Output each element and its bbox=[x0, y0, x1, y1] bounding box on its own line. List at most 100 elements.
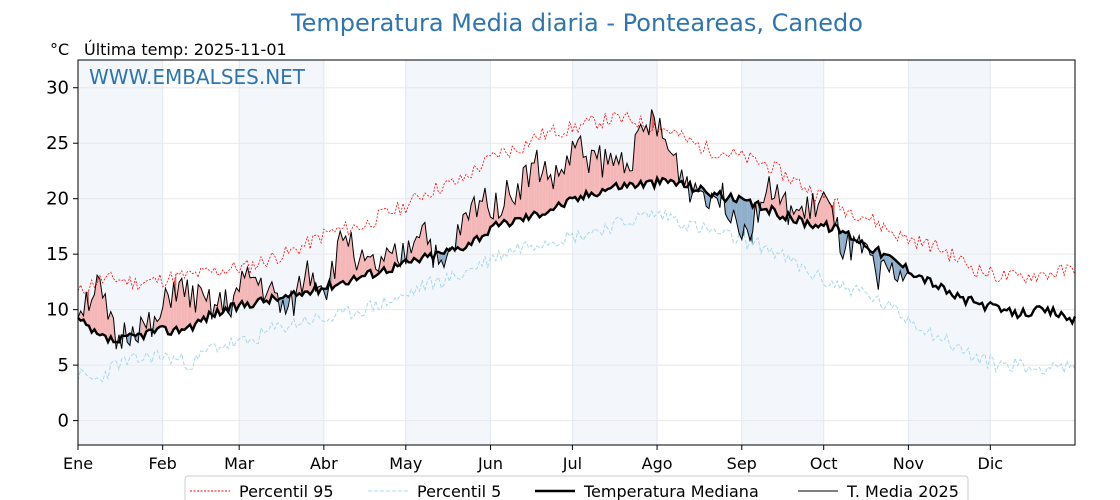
y-tick-label-5: 5 bbox=[58, 355, 69, 376]
last-temp-label: Última temp: 2025-11-01 bbox=[84, 40, 287, 59]
fill-above-median bbox=[203, 295, 207, 322]
legend: Percentil 95 Percentil 5 Temperatura Media… bbox=[184, 475, 969, 500]
fill-above-median bbox=[105, 293, 109, 342]
fill-above-median bbox=[457, 224, 461, 250]
fill-above-median bbox=[610, 152, 614, 189]
fill-below-median bbox=[285, 295, 289, 314]
fill-above-median bbox=[670, 152, 674, 182]
fill-above-median bbox=[654, 117, 658, 188]
plot-area: 0 5 10 15 20 25 30 Ene Feb Mar Abr May Jun Jul Ago Sep O… bbox=[46, 59, 1077, 473]
fill-above-median bbox=[577, 136, 581, 201]
fill-above-median bbox=[304, 260, 308, 292]
fill-above-median bbox=[564, 155, 567, 207]
fill-above-median bbox=[86, 291, 89, 326]
fill-above-median bbox=[569, 141, 573, 199]
fill-above-median bbox=[108, 311, 111, 342]
fill-above-median bbox=[91, 294, 95, 333]
fill-above-median bbox=[635, 130, 638, 188]
fill-above-median bbox=[665, 139, 669, 183]
fill-below-median bbox=[744, 199, 748, 230]
fill-above-median bbox=[534, 149, 537, 214]
fill-above-median bbox=[550, 174, 554, 211]
fill-above-median bbox=[386, 247, 390, 273]
fill-above-median bbox=[793, 209, 797, 224]
x-tick-label-May: May bbox=[389, 454, 422, 473]
fill-above-median bbox=[646, 125, 649, 182]
legend-box bbox=[184, 475, 969, 500]
plot-frame bbox=[77, 59, 1076, 446]
fill-above-median bbox=[539, 172, 543, 218]
fill-above-median bbox=[479, 200, 483, 242]
fill-below-median bbox=[840, 231, 843, 259]
fill-above-median bbox=[760, 202, 764, 210]
fill-above-median bbox=[367, 256, 371, 272]
fill-above-median bbox=[198, 284, 201, 322]
fill-above-median bbox=[558, 169, 562, 206]
fill-above-median bbox=[189, 285, 193, 331]
fill-above-median bbox=[258, 277, 262, 300]
fill-above-median bbox=[777, 184, 780, 219]
month-band-3 bbox=[572, 60, 658, 445]
fill-above-median bbox=[389, 251, 393, 272]
fill-below-median bbox=[886, 254, 890, 273]
fill-above-median bbox=[818, 197, 821, 228]
fill-above-median bbox=[580, 136, 584, 200]
fill-above-median bbox=[356, 260, 360, 281]
fill-above-median bbox=[528, 163, 532, 220]
fill-above-median bbox=[484, 188, 488, 235]
fill-above-median bbox=[613, 155, 617, 186]
fill-above-median bbox=[184, 279, 188, 330]
fill-above-median bbox=[774, 184, 778, 216]
fill-above-median bbox=[460, 214, 464, 251]
fill-above-median bbox=[766, 176, 770, 214]
fill-above-median bbox=[542, 161, 546, 215]
legend-label-percentil-95: Percentil 95 bbox=[239, 482, 334, 500]
legend-label-t-media-2025: T. Media 2025 bbox=[846, 482, 959, 500]
fill-above-median bbox=[547, 174, 551, 213]
fill-above-median bbox=[605, 148, 608, 191]
fill-above-median bbox=[250, 277, 253, 308]
fill-above-median bbox=[345, 235, 349, 285]
fill-below-median bbox=[441, 253, 445, 268]
fill-above-median bbox=[536, 149, 540, 218]
fill-below-median bbox=[897, 262, 901, 282]
fill-above-median bbox=[359, 249, 363, 278]
legend-label-temperatura-mediana: Temperatura Mediana bbox=[583, 482, 759, 500]
fill-above-median bbox=[97, 275, 100, 336]
fill-below-median bbox=[736, 195, 740, 234]
fill-above-median bbox=[673, 153, 677, 186]
fill-above-median bbox=[353, 257, 357, 281]
fill-below-median bbox=[725, 197, 729, 220]
fill-above-median bbox=[596, 145, 600, 197]
fill-above-median bbox=[342, 235, 346, 285]
fill-above-median bbox=[588, 150, 592, 197]
fill-below-median bbox=[875, 247, 879, 290]
fill-above-median bbox=[422, 222, 425, 258]
fill-above-median bbox=[247, 267, 251, 308]
fill-above-median bbox=[162, 288, 166, 328]
fill-above-median bbox=[468, 203, 472, 245]
fill-below-median bbox=[733, 200, 737, 221]
fill-above-median bbox=[566, 155, 570, 200]
fill-below-median bbox=[749, 199, 753, 241]
fill-above-median bbox=[173, 282, 177, 330]
fill-below-median bbox=[706, 192, 709, 209]
fill-below-median bbox=[894, 259, 898, 282]
series-line-temperatura-mediana bbox=[77, 174, 1077, 345]
fill-above-median bbox=[266, 287, 270, 304]
fill-above-median bbox=[170, 282, 174, 335]
fill-above-median bbox=[823, 191, 827, 226]
x-tick-label-Sep: Sep bbox=[727, 454, 757, 473]
fill-above-median bbox=[80, 311, 84, 321]
x-tick-label-Dic: Dic bbox=[978, 454, 1004, 473]
fill-above-median bbox=[351, 231, 354, 280]
fill-below-median bbox=[741, 198, 745, 240]
fill-above-median bbox=[465, 212, 469, 248]
fill-below-median bbox=[438, 251, 442, 265]
fill-above-median bbox=[181, 278, 185, 330]
fill-below-median bbox=[883, 253, 887, 267]
y-tick-label-0: 0 bbox=[58, 411, 69, 432]
fill-above-median bbox=[629, 170, 633, 184]
fill-above-median bbox=[591, 150, 595, 196]
